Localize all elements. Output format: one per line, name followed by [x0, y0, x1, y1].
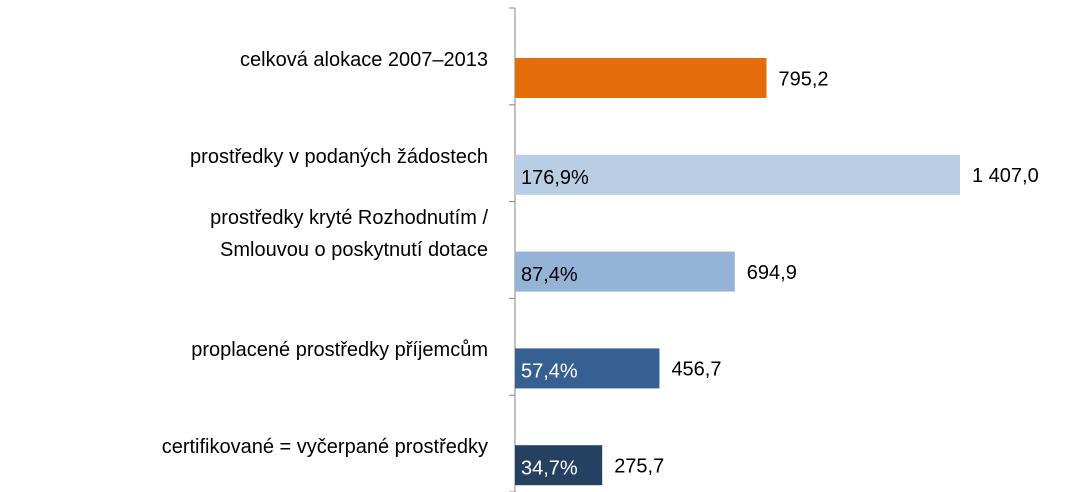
- bar: [515, 154, 960, 195]
- value-label: 456,7: [671, 359, 721, 381]
- category-label: proplacené prostředky příjemcům: [191, 339, 488, 362]
- category-label: prostředky kryté Rozhodnutím / Smlouvou …: [210, 206, 488, 261]
- category-label: celková alokace 2007–2013: [240, 49, 488, 71]
- bar: [515, 348, 660, 389]
- value-label: 795,2: [779, 68, 829, 90]
- share-label: 176,9%: [521, 167, 589, 189]
- share-label: 87,4%: [521, 264, 578, 286]
- value-label: 275,7: [614, 455, 664, 477]
- bar: [515, 58, 767, 98]
- bar: [515, 251, 735, 292]
- category-label: prostředky v podaných žádostech: [190, 145, 488, 168]
- share-label: 57,4%: [521, 361, 578, 383]
- bar: [515, 445, 603, 486]
- category-label: certifikované = vyčerpané prostředky: [161, 436, 488, 459]
- value-label: 694,9: [747, 262, 797, 284]
- value-label: 1 407,0: [972, 165, 1039, 187]
- share-label: 34,7%: [521, 457, 578, 479]
